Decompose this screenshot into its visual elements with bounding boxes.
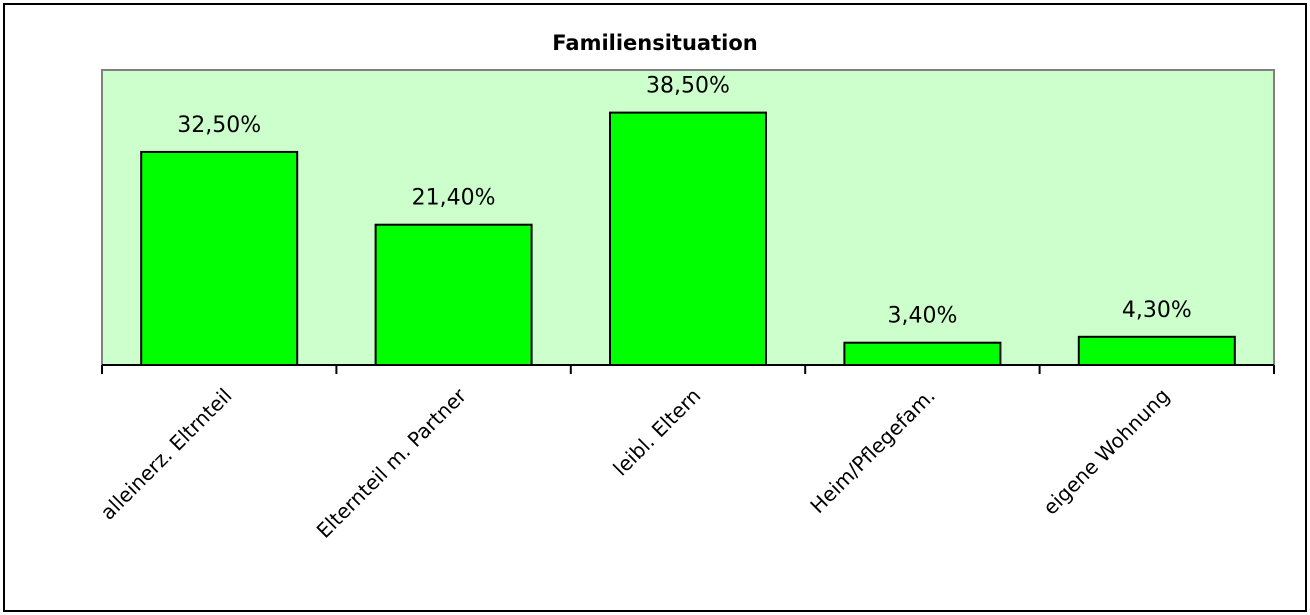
bar — [140, 150, 299, 366]
bar — [843, 341, 1002, 367]
value-label: 32,50% — [177, 113, 261, 138]
chart-title: Familiensituation — [552, 31, 757, 55]
value-label: 3,40% — [887, 304, 957, 329]
value-label: 4,30% — [1122, 298, 1192, 323]
bar — [374, 223, 533, 366]
value-label: 38,50% — [646, 74, 730, 99]
bar — [609, 111, 767, 366]
value-label: 21,40% — [412, 186, 496, 211]
bar — [1077, 335, 1236, 366]
